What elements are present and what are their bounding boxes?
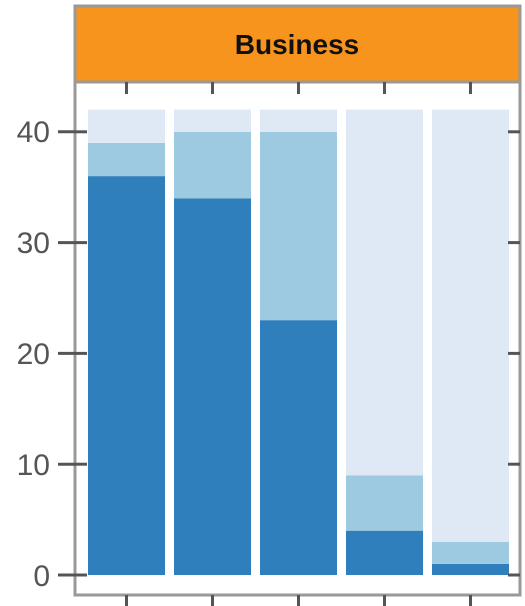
bar-segment — [88, 143, 165, 176]
y-tick-label: 10 — [17, 449, 50, 482]
bar-segment — [174, 198, 251, 575]
y-tick-label: 40 — [17, 116, 50, 149]
bar-segment — [432, 564, 509, 575]
bar-segment — [260, 132, 337, 320]
y-axis-labels: 0 10 20 30 40 — [17, 116, 50, 593]
bar-marks — [88, 110, 509, 575]
y-tick-label: 30 — [17, 227, 50, 260]
y-tick-label: 20 — [17, 338, 50, 371]
bar-segment — [346, 110, 423, 476]
bar-segment — [88, 176, 165, 575]
bar-segment — [260, 320, 337, 575]
bar-segment — [88, 110, 165, 143]
panel-strip-label: Business — [235, 29, 360, 60]
bar-segment — [174, 110, 251, 132]
bar-segment — [432, 542, 509, 564]
bar-segment — [346, 531, 423, 575]
y-tick-label: 0 — [33, 560, 50, 593]
bar-segment — [260, 110, 337, 132]
bar-segment — [346, 475, 423, 530]
bar-segment — [432, 110, 509, 542]
bar-segment — [174, 132, 251, 198]
